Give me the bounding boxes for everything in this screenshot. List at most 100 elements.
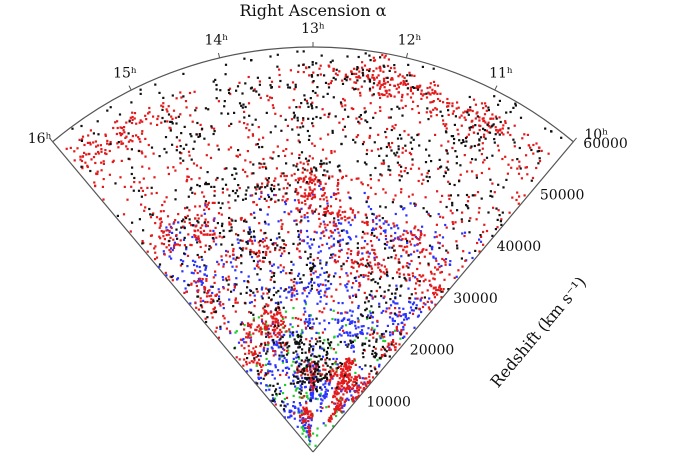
galaxy-point xyxy=(322,368,325,371)
galaxy-point xyxy=(96,170,99,173)
galaxy-point xyxy=(311,243,314,246)
galaxy-point xyxy=(207,108,210,111)
galaxy-point xyxy=(230,218,233,221)
galaxy-point xyxy=(392,300,395,303)
galaxy-point xyxy=(247,322,250,325)
galaxy-point xyxy=(252,201,256,204)
galaxy-point xyxy=(362,356,365,359)
galaxy-point xyxy=(244,352,247,355)
galaxy-point xyxy=(224,183,228,186)
galaxy-point xyxy=(361,220,364,223)
galaxy-point xyxy=(475,174,478,177)
galaxy-point xyxy=(490,125,493,128)
galaxy-point xyxy=(253,305,256,308)
galaxy-point xyxy=(405,265,408,268)
galaxy-point xyxy=(538,160,542,163)
galaxy-point xyxy=(373,252,376,255)
galaxy-point xyxy=(355,235,358,238)
galaxy-point xyxy=(461,211,464,214)
galaxy-point xyxy=(213,185,216,188)
galaxy-point xyxy=(149,242,152,246)
galaxy-point xyxy=(291,332,294,335)
galaxy-point xyxy=(254,118,257,121)
galaxy-point xyxy=(501,211,504,214)
galaxy-point xyxy=(302,117,305,120)
galaxy-point xyxy=(285,199,288,202)
galaxy-point xyxy=(195,284,198,288)
galaxy-point xyxy=(516,191,519,194)
galaxy-point xyxy=(179,259,183,262)
galaxy-point xyxy=(168,244,171,247)
galaxy-point xyxy=(245,220,248,223)
galaxy-point xyxy=(309,97,312,100)
galaxy-point xyxy=(130,185,133,188)
galaxy-point xyxy=(346,282,349,286)
galaxy-point xyxy=(370,305,373,308)
galaxy-point xyxy=(315,169,318,172)
galaxy-point xyxy=(401,75,404,78)
galaxy-point xyxy=(430,285,433,288)
galaxy-point xyxy=(318,184,321,187)
galaxy-point xyxy=(253,350,257,353)
galaxy-point xyxy=(347,376,350,379)
galaxy-point xyxy=(231,189,235,193)
galaxy-point xyxy=(262,364,265,367)
galaxy-point xyxy=(258,138,261,141)
galaxy-point xyxy=(292,111,295,114)
galaxy-point xyxy=(274,321,277,324)
galaxy-point xyxy=(342,97,345,101)
galaxy-point xyxy=(368,89,372,92)
galaxy-point xyxy=(294,190,297,193)
galaxy-point xyxy=(316,409,319,412)
galaxy-point xyxy=(391,331,394,334)
ra-tick-mark xyxy=(494,85,498,91)
galaxy-point xyxy=(323,207,326,210)
galaxy-point xyxy=(246,286,249,289)
galaxy-point xyxy=(363,387,366,390)
galaxy-point xyxy=(346,331,349,335)
galaxy-point xyxy=(126,147,129,151)
galaxy-point xyxy=(334,78,337,81)
galaxy-point xyxy=(349,386,352,389)
galaxy-point xyxy=(308,321,312,325)
galaxy-point xyxy=(307,410,310,413)
galaxy-point xyxy=(257,241,260,244)
galaxy-point xyxy=(401,106,404,109)
galaxy-point xyxy=(328,380,332,383)
galaxy-point xyxy=(455,275,458,278)
galaxy-point xyxy=(121,142,125,145)
galaxy-point xyxy=(403,318,406,321)
galaxy-point xyxy=(369,261,372,264)
galaxy-point xyxy=(315,355,318,358)
galaxy-point xyxy=(298,141,301,144)
galaxy-point xyxy=(290,260,293,263)
galaxy-point xyxy=(108,149,111,153)
galaxy-point xyxy=(220,213,223,216)
galaxy-point xyxy=(351,383,354,386)
galaxy-point xyxy=(187,284,190,287)
galaxy-point xyxy=(517,202,520,205)
galaxy-point xyxy=(338,164,341,167)
galaxy-point xyxy=(427,306,430,309)
galaxy-point xyxy=(288,328,291,331)
galaxy-point xyxy=(471,170,474,173)
galaxy-point xyxy=(302,407,306,411)
galaxy-point xyxy=(320,188,323,191)
galaxy-point xyxy=(231,219,234,222)
galaxy-point xyxy=(247,102,251,105)
galaxy-point xyxy=(303,410,306,413)
galaxy-point xyxy=(127,132,130,135)
galaxy-point xyxy=(270,346,273,349)
galaxy-point xyxy=(120,142,123,145)
galaxy-point xyxy=(336,406,339,409)
galaxy-point xyxy=(243,218,247,221)
galaxy-point xyxy=(374,166,377,170)
galaxy-point xyxy=(394,194,397,197)
galaxy-point xyxy=(249,339,253,342)
galaxy-point xyxy=(315,390,319,393)
galaxy-point xyxy=(131,111,134,114)
galaxy-point xyxy=(372,329,376,332)
galaxy-point xyxy=(258,251,261,254)
galaxy-point xyxy=(168,248,171,252)
galaxy-point xyxy=(261,182,264,185)
